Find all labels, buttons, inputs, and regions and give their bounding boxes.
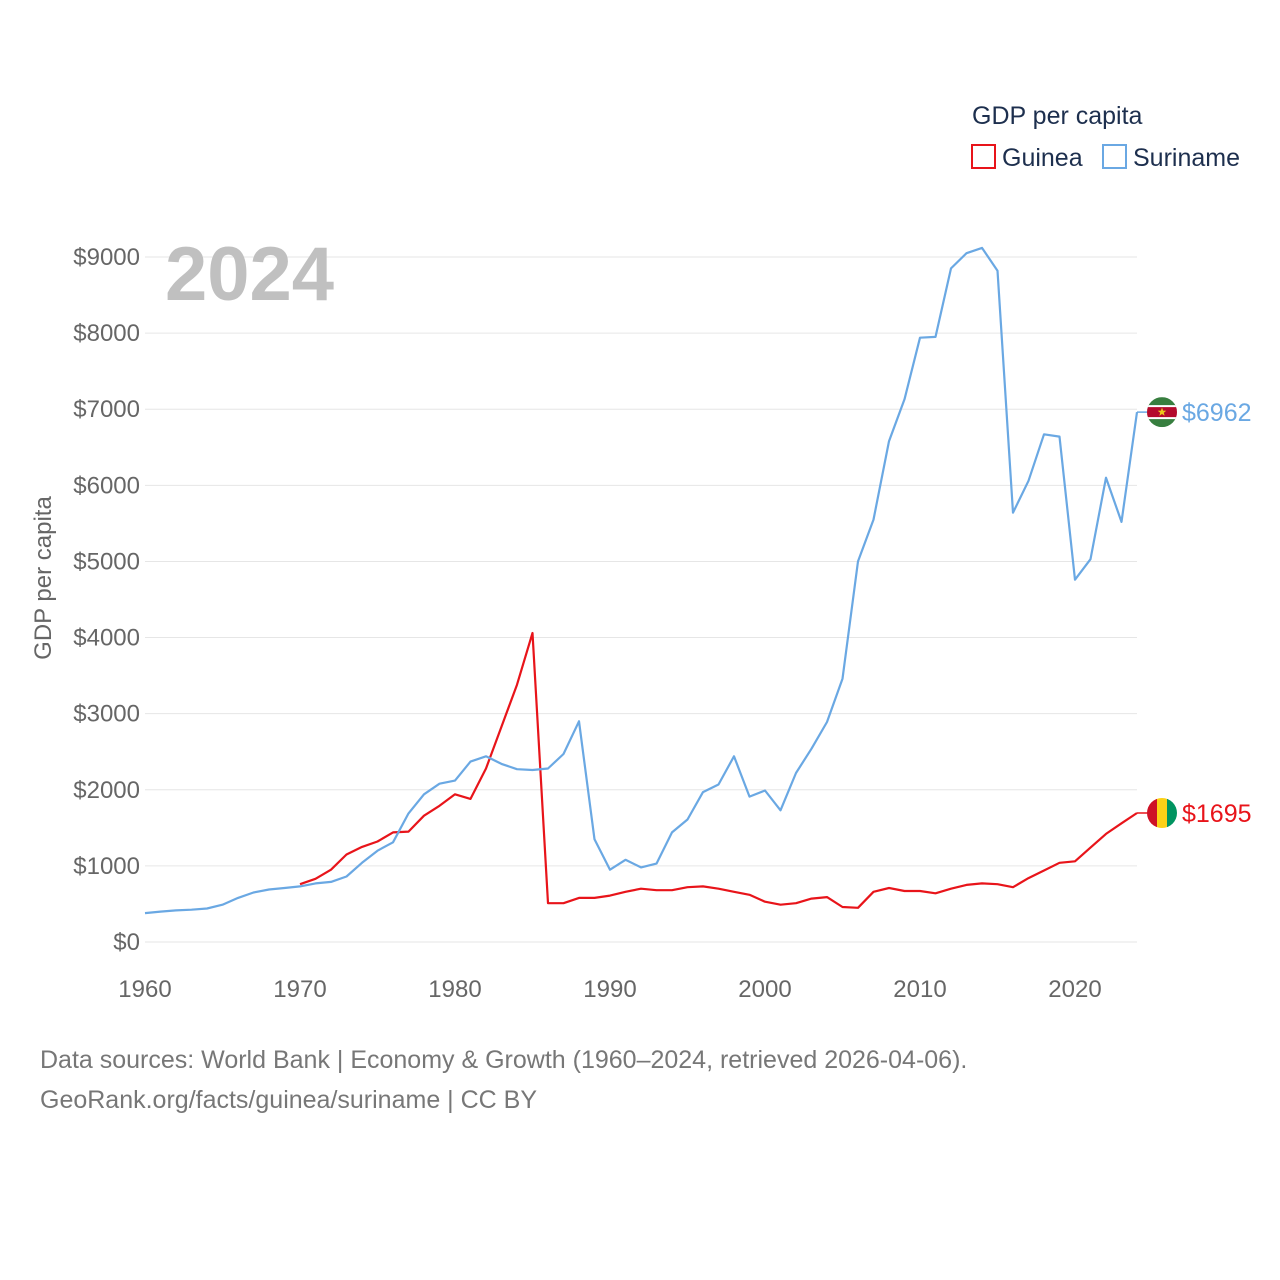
footer-sources: Data sources: World Bank | Economy & Gro…	[40, 1046, 968, 1074]
series-line-suriname	[144, 246, 1139, 915]
end-value-label-guinea: $1695	[1182, 800, 1252, 828]
y-tick-label: $5000	[73, 548, 140, 575]
y-axis-ticks: $0 $1000 $2000 $3000 $4000 $5000 $6000 $7000 $80…	[73, 244, 140, 956]
legend-title: GDP per capita	[972, 102, 1143, 130]
y-tick-label: $7000	[73, 396, 140, 423]
suriname-flag-icon	[1147, 397, 1177, 428]
y-tick-label: $6000	[73, 472, 140, 499]
series-layer	[144, 246, 1139, 915]
legend-swatch-suriname	[1102, 144, 1127, 169]
y-tick-label: $4000	[73, 625, 140, 652]
year-watermark: 2024	[165, 232, 334, 317]
x-tick-label: 1980	[428, 976, 481, 1003]
gridlines	[145, 256, 1137, 943]
footer-link[interactable]: GeoRank.org/facts/guinea/suriname | CC B…	[40, 1086, 538, 1114]
x-tick-label: 1990	[583, 976, 636, 1003]
x-tick-label: 2000	[738, 976, 791, 1003]
x-tick-label: 1960	[118, 976, 171, 1003]
y-tick-label: $1000	[73, 853, 140, 880]
legend-label-guinea: Guinea	[1002, 144, 1083, 172]
legend-label-suriname: Suriname	[1133, 144, 1240, 172]
footer: Data sources: World Bank | Economy & Gro…	[40, 1040, 967, 1120]
legend: GDP per capita Guinea Suriname	[971, 102, 1240, 172]
series-line-guinea	[299, 631, 1138, 909]
guinea-flag-icon	[1147, 797, 1177, 828]
x-tick-label: 2020	[1048, 976, 1101, 1003]
y-axis-label: GDP per capita	[30, 496, 57, 660]
y-tick-label: $3000	[73, 701, 140, 728]
y-tick-label: $9000	[73, 244, 140, 271]
x-tick-label: 2010	[893, 976, 946, 1003]
x-axis-ticks: 1960 1970 1980 1990 2000 2010 2020	[118, 976, 1101, 1003]
y-tick-label: $2000	[73, 777, 140, 804]
x-tick-label: 1970	[273, 976, 326, 1003]
y-tick-label: $0	[113, 929, 140, 956]
y-tick-label: $8000	[73, 320, 140, 347]
end-value-label-suriname: $6962	[1182, 399, 1252, 427]
legend-item-guinea[interactable]: Guinea	[971, 144, 1083, 172]
legend-item-suriname[interactable]: Suriname	[1102, 144, 1240, 172]
legend-swatch-guinea	[971, 144, 996, 169]
end-labels: $1695 $6962	[1137, 397, 1252, 828]
